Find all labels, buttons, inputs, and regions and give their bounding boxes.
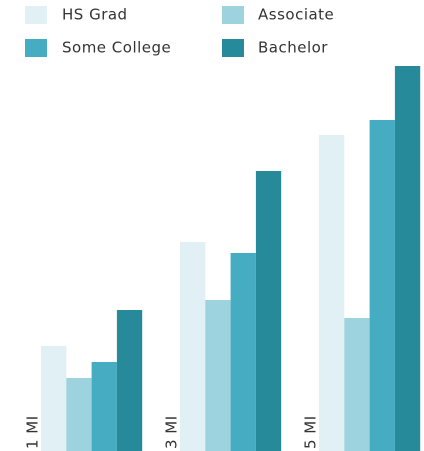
- bar: [369, 120, 395, 451]
- bar: [116, 310, 143, 451]
- bar: [205, 300, 231, 451]
- legend-swatch: [25, 6, 47, 24]
- bar: [66, 378, 92, 451]
- x-tick-label: 3 MI: [163, 415, 181, 449]
- bar: [180, 242, 206, 451]
- legend-label: HS Grad: [62, 6, 128, 24]
- bar: [319, 135, 345, 451]
- legend-label: Bachelor: [258, 39, 328, 57]
- legend-swatch: [222, 6, 244, 24]
- bar: [344, 318, 370, 451]
- legend-label: Some College: [62, 39, 171, 57]
- legend-swatch: [25, 39, 47, 57]
- bar: [41, 346, 67, 451]
- bar: [394, 66, 421, 451]
- bar: [255, 171, 282, 451]
- x-tick-label: 5 MI: [302, 415, 320, 449]
- legend-label: Associate: [258, 6, 334, 24]
- legend-swatch: [222, 39, 244, 57]
- x-tick-label: 1 MI: [24, 415, 42, 449]
- bar: [91, 362, 117, 451]
- bar: [230, 253, 256, 451]
